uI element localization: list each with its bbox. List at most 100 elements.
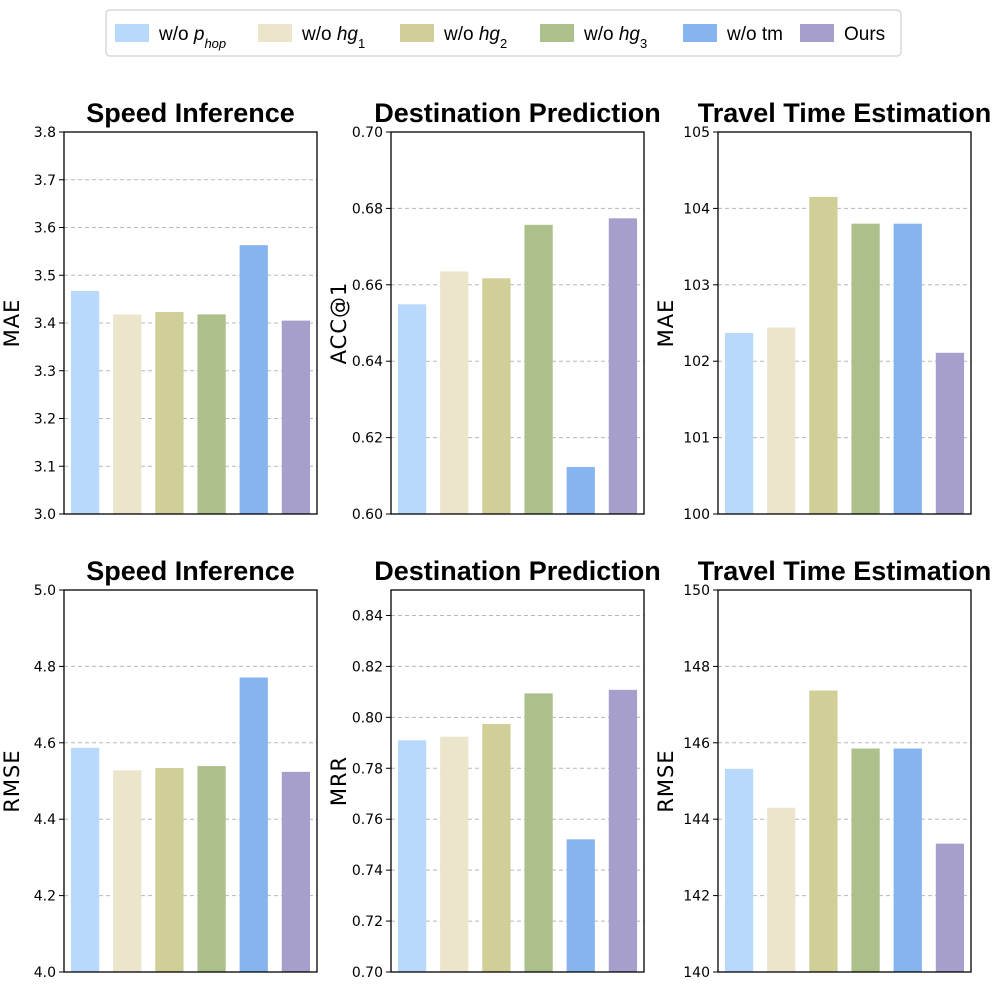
y-tick-label: 3.6 (34, 221, 56, 237)
y-tick-label: 0.74 (352, 863, 383, 879)
y-tick-label: 0.76 (352, 812, 383, 828)
bar (851, 748, 880, 972)
y-tick-label: 100 (683, 507, 710, 523)
legend-label-prefix: w/o (583, 24, 619, 45)
bar (397, 740, 427, 972)
y-tick-label: 142 (683, 889, 710, 905)
y-tick-label: 3.1 (34, 459, 56, 475)
legend-label-prefix: w/o (443, 24, 479, 45)
y-tick-label: 0.60 (352, 507, 383, 523)
chart-title: Travel Time Estimation (698, 98, 992, 128)
legend-item: Ours (800, 24, 885, 45)
bar (724, 332, 754, 514)
legend-label-main: hg (619, 24, 641, 45)
legend-item: w/o hg1 (258, 24, 365, 51)
legend-label-main: p (193, 24, 205, 45)
bar (482, 723, 511, 972)
legend-label: w/o hg1 (301, 24, 365, 51)
legend-label-subscript: 3 (640, 36, 647, 51)
legend-swatch (258, 24, 292, 42)
bar (809, 196, 838, 514)
legend-label: w/o hg3 (583, 24, 647, 51)
axes-frame (390, 131, 645, 515)
chart-title: Speed Inference (86, 556, 295, 586)
y-tick-label: 0.72 (352, 914, 383, 930)
bar (440, 271, 469, 514)
y-tick-label: 0.70 (352, 125, 383, 141)
bar (608, 689, 638, 972)
chart-panel: Destination Prediction 0.60 0.62 0.64 0.66 0.… (327, 98, 661, 523)
y-tick-label: 5.0 (34, 583, 56, 599)
bar (281, 320, 311, 514)
y-tick-label: 101 (683, 431, 710, 447)
chart-panel: Speed Inference 4.0 4.2 4.4 4.6 4.8 5.0 RMSE (0, 556, 318, 981)
y-axis-label: MAE (0, 299, 24, 348)
legend-label-subscript: 2 (500, 36, 507, 51)
legend-label-prefix: w/o (301, 24, 337, 45)
axes-frame (63, 131, 318, 515)
y-tick-label: 102 (683, 354, 710, 370)
y-axis-label: ACC@1 (327, 282, 351, 365)
chart-title: Speed Inference (86, 98, 295, 128)
legend-label: w/o hg2 (443, 24, 507, 51)
bar (197, 766, 226, 972)
y-axis-label: MRR (327, 756, 351, 806)
bar (893, 748, 922, 972)
chart-panels: Speed Inference 3.0 3.1 3.2 3.3 3.4 3.5 3.6 3.7 3… (0, 98, 991, 981)
axes-frame (717, 131, 972, 515)
bar (70, 747, 100, 972)
legend-item: w/o phop (115, 24, 226, 51)
legend-label-prefix: w/o tm (726, 24, 783, 45)
bar (524, 224, 553, 515)
y-tick-label: 0.84 (352, 608, 383, 624)
bar (113, 314, 142, 514)
y-tick-label: 103 (683, 278, 710, 294)
y-tick-label: 4.6 (34, 736, 56, 752)
bar (893, 223, 922, 514)
y-axis-label: RMSE (0, 749, 24, 812)
legend-item: w/o hg3 (540, 24, 647, 51)
y-tick-label: 0.64 (352, 354, 383, 370)
legend-label: Ours (844, 24, 885, 45)
legend-label-main: hg (479, 24, 501, 45)
y-tick-label: 3.3 (34, 364, 56, 380)
legend-swatch (540, 24, 574, 42)
bar (155, 768, 184, 972)
y-tick-label: 150 (683, 583, 710, 599)
bar (482, 278, 511, 514)
chart-panel: Destination Prediction 0.70 0.72 0.74 0.76 0.… (327, 556, 661, 981)
y-tick-label: 146 (683, 736, 710, 752)
legend-label: w/o phop (158, 24, 226, 51)
y-tick-label: 0.70 (352, 965, 383, 981)
bar (70, 291, 100, 514)
y-tick-label: 105 (683, 125, 710, 141)
y-tick-label: 0.80 (352, 710, 383, 726)
bar (724, 768, 754, 972)
legend-label-prefix: Ours (844, 24, 885, 45)
bar (281, 771, 311, 972)
y-tick-label: 144 (683, 812, 710, 828)
bar (935, 843, 965, 972)
bar (239, 677, 268, 972)
bar (397, 304, 427, 514)
legend-frame (105, 9, 902, 57)
bar (935, 352, 965, 514)
y-tick-label: 4.0 (34, 965, 56, 981)
bar (440, 736, 469, 972)
chart-title: Destination Prediction (374, 98, 661, 128)
axes-frame (717, 589, 972, 973)
y-tick-label: 0.68 (352, 201, 383, 217)
y-tick-label: 3.4 (34, 316, 56, 332)
legend-swatch (800, 24, 834, 42)
bar (608, 218, 638, 514)
y-axis-label: MAE (654, 299, 678, 348)
bar (767, 807, 796, 972)
y-tick-label: 4.4 (34, 812, 56, 828)
y-tick-label: 0.62 (352, 431, 383, 447)
y-tick-label: 4.2 (34, 889, 56, 905)
legend-item: w/o hg2 (400, 24, 507, 51)
bar (566, 467, 595, 514)
y-tick-label: 3.2 (34, 412, 56, 428)
y-tick-label: 3.0 (34, 507, 56, 523)
